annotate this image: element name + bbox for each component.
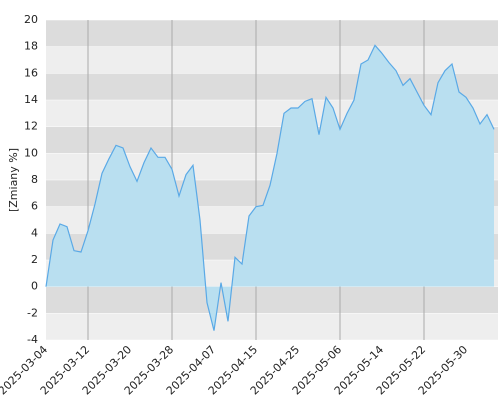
y-tick-label: 18 bbox=[24, 40, 38, 53]
y-tick-label: 14 bbox=[24, 93, 38, 106]
line bbox=[45, 44, 495, 331]
y-axis-label: [Zmiany %] bbox=[7, 148, 20, 212]
y-tick-label: 8 bbox=[31, 173, 38, 186]
y-tick-label: -4 bbox=[27, 333, 38, 346]
band bbox=[46, 286, 498, 314]
y-tick-label: 4 bbox=[31, 226, 38, 239]
y-tick-label: -2 bbox=[27, 306, 38, 319]
area bbox=[46, 45, 494, 331]
y-tick-label: 20 bbox=[24, 13, 38, 26]
y-tick-label: 0 bbox=[31, 280, 38, 293]
band bbox=[46, 73, 498, 100]
band bbox=[46, 20, 498, 47]
y-tick-label: 2 bbox=[31, 253, 38, 266]
band bbox=[46, 46, 498, 74]
y-tick-label: 16 bbox=[24, 66, 38, 79]
band bbox=[46, 313, 498, 340]
y-tick-label: 10 bbox=[24, 146, 38, 159]
y-tick-label: 12 bbox=[24, 120, 38, 133]
y-tick-label: 6 bbox=[31, 200, 38, 213]
